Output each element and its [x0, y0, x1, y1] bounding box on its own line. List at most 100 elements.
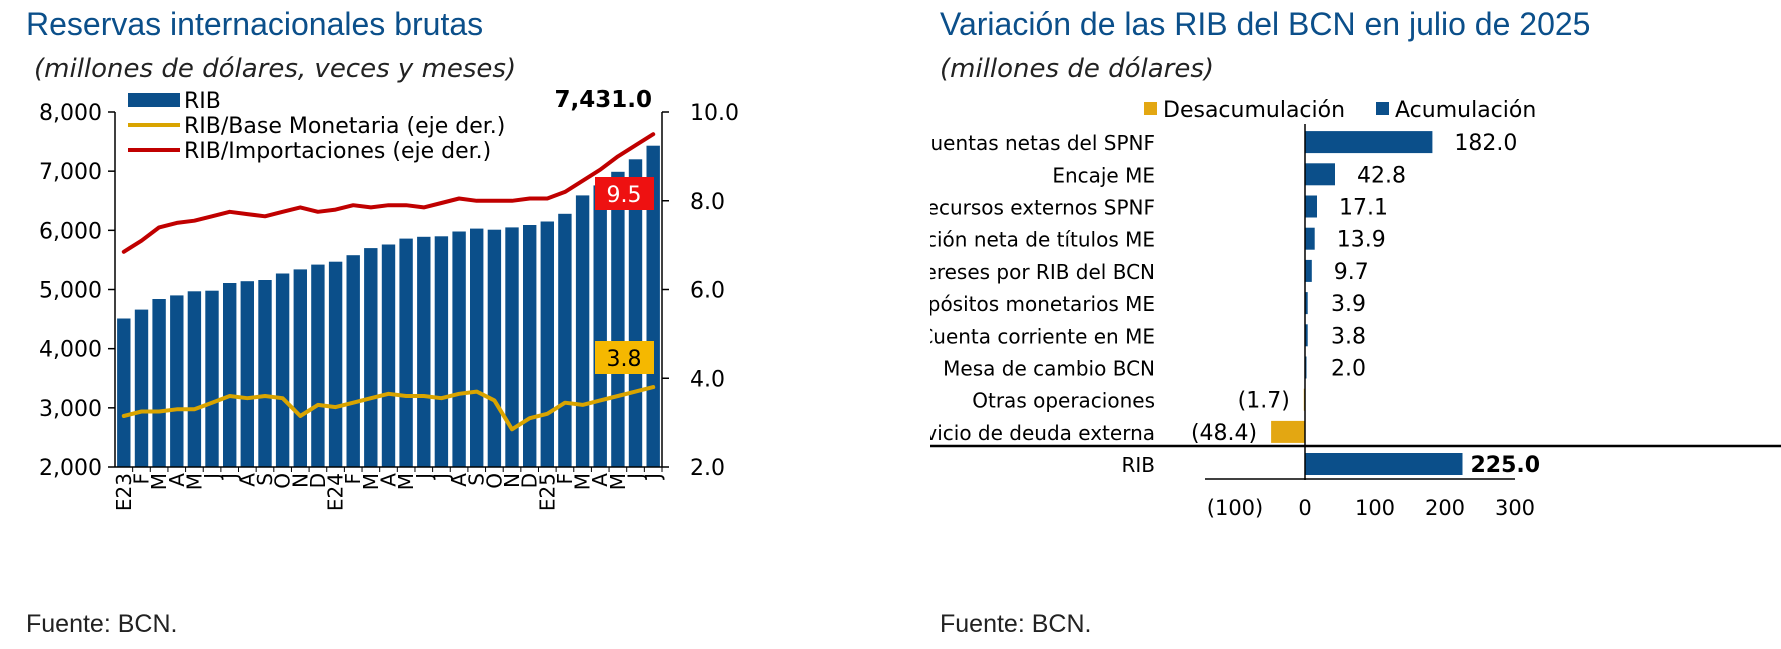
rib-bar — [611, 171, 625, 468]
rib-bar — [117, 318, 131, 467]
rib-bar — [381, 244, 396, 467]
category-label: Cuentas netas del SPNF — [930, 131, 1155, 155]
variation-bar — [1305, 292, 1308, 315]
x-tick-label: J — [429, 473, 453, 481]
rib-bar — [540, 221, 554, 467]
x-tick-label: M — [182, 473, 206, 490]
x-tick-label: 0 — [1298, 496, 1311, 520]
x-tick-label: E25 — [535, 473, 559, 511]
rib-bar — [152, 299, 166, 467]
x-tick-label: A — [165, 473, 189, 487]
variation-bar — [1305, 131, 1433, 154]
x-tick-label: E23 — [112, 473, 136, 511]
left-chart-source: Fuente: BCN. — [26, 610, 178, 638]
value-label: 2.0 — [1331, 357, 1366, 382]
x-tick-label: F — [553, 473, 577, 485]
y2-tick-label: 2.0 — [690, 456, 725, 481]
x-tick-label: M — [359, 473, 383, 490]
x-tick-label: O — [482, 473, 506, 489]
category-label: Recursos externos SPNF — [930, 196, 1155, 220]
x-tick-label: M — [147, 473, 171, 490]
value-label: (48.4) — [1191, 421, 1257, 446]
x-tick-label: A — [235, 473, 259, 487]
x-tick-label: J — [218, 473, 242, 481]
variation-bar — [1305, 453, 1463, 475]
left-chart-panel: Reservas internacionales brutas (millone… — [26, 6, 739, 638]
x-tick-label: N — [500, 473, 524, 488]
rib-bar — [205, 290, 219, 467]
category-label: Cuenta corriente en ME — [930, 324, 1155, 348]
rib-bar — [170, 295, 184, 467]
y2-tick-label: 4.0 — [690, 367, 725, 392]
category-label: Encaje ME — [1052, 163, 1155, 187]
rib-bar — [223, 283, 237, 467]
x-tick-label: 100 — [1355, 496, 1395, 520]
y2-tick-label: 8.0 — [690, 190, 725, 215]
x-tick-label: S — [253, 473, 277, 486]
y2-tick-label: 10.0 — [690, 101, 739, 126]
x-tick-label: F — [129, 473, 153, 485]
rib-bar — [452, 231, 466, 467]
category-label: Mesa de cambio BCN — [943, 357, 1155, 381]
value-label: 182.0 — [1454, 131, 1517, 156]
rib-bar — [328, 261, 343, 467]
right-chart-svg: Desacumulación Acumulación Cuentas netas d… — [930, 98, 1781, 520]
value-label: 13.9 — [1337, 228, 1386, 253]
category-label: Depósitos monetarios ME — [930, 292, 1155, 316]
x-tick-label: A — [377, 473, 401, 487]
rib-bar — [311, 264, 325, 467]
rib-bar — [293, 269, 307, 467]
category-label: Otras operaciones — [972, 389, 1155, 413]
y-tick-label: 2,000 — [39, 456, 102, 481]
category-label: Colocación neta de títulos ME — [930, 228, 1155, 252]
rib-bar — [364, 248, 378, 467]
x-tick-label: M — [394, 473, 418, 490]
x-tick-label: E24 — [324, 473, 348, 511]
variation-bar — [1305, 195, 1317, 218]
rib-bar — [505, 227, 519, 467]
variation-bar — [1271, 420, 1305, 443]
y-tick-label: 4,000 — [39, 338, 102, 363]
rib-bar — [399, 238, 413, 467]
category-label: RIB — [1121, 453, 1155, 477]
rib-bar — [434, 236, 449, 468]
ratio-base-label: 3.8 — [607, 347, 642, 372]
x-tick-label: F — [341, 473, 365, 485]
rib-bar — [558, 213, 572, 467]
rib-bar — [470, 228, 484, 467]
value-label: (1.7) — [1238, 389, 1290, 414]
variation-bar — [1305, 259, 1312, 282]
legend-label: RIB — [184, 89, 221, 114]
rib-bar — [487, 229, 502, 467]
ratio-imports-line — [121, 132, 656, 254]
y-tick-label: 6,000 — [39, 219, 102, 244]
last-value-label: 7,431.0 — [555, 87, 653, 113]
ratio-base-line — [121, 385, 656, 432]
x-tick-label: J — [200, 473, 224, 481]
variation-bar — [1305, 227, 1315, 250]
x-tick-label: O — [271, 473, 295, 489]
value-label: 17.1 — [1339, 196, 1388, 221]
y2-tick-label: 6.0 — [690, 279, 725, 304]
legend-label: RIB/Importaciones (eje der.) — [184, 139, 491, 164]
legend-swatch-desacumulacion — [1144, 102, 1157, 115]
x-tick-label: D — [306, 473, 330, 488]
y-tick-label: 7,000 — [39, 160, 102, 185]
left-chart-title: Reservas internacionales brutas — [26, 6, 484, 42]
value-label: 42.8 — [1357, 163, 1406, 188]
ratio-imports-badge — [595, 177, 654, 210]
legend-label: RIB/Base Monetaria (eje der.) — [184, 114, 505, 139]
variation-bar — [1305, 324, 1308, 347]
legend-label-desacumulacion: Desacumulación — [1163, 98, 1345, 123]
x-tick-label: M — [606, 473, 630, 490]
rib-bar — [134, 309, 149, 467]
x-tick-label: 200 — [1425, 496, 1465, 520]
rib-bar — [275, 273, 290, 467]
rib-bar — [240, 281, 254, 467]
value-label: 225.0 — [1471, 453, 1541, 478]
variation-bar — [1305, 163, 1335, 186]
x-tick-label: A — [588, 473, 612, 487]
rib-bar — [417, 236, 431, 467]
x-tick-label: J — [624, 473, 648, 481]
y-tick-label: 8,000 — [39, 101, 102, 126]
